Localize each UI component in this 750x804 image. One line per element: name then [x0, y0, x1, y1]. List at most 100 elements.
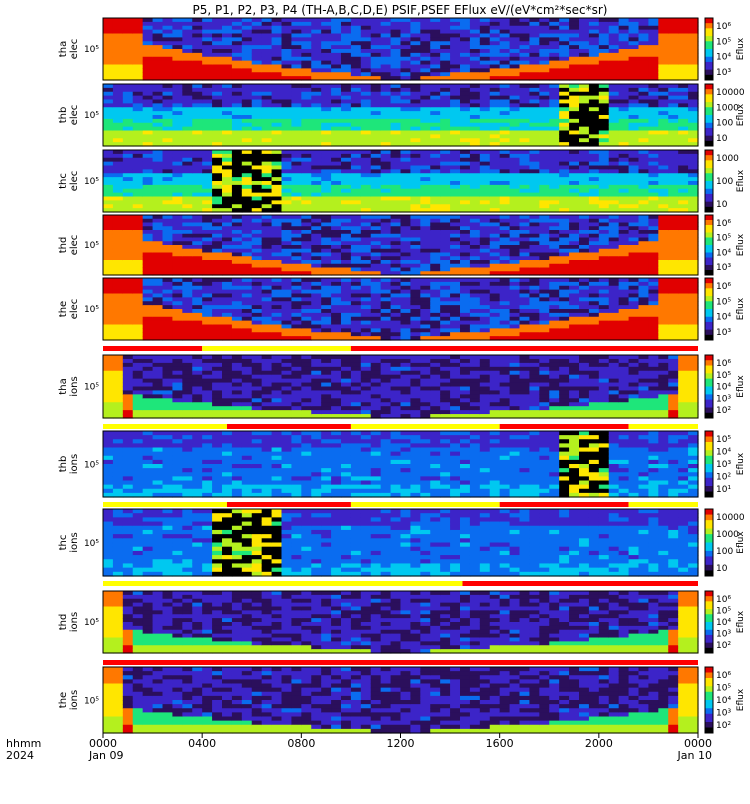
- spectrogram-cell: [380, 305, 392, 310]
- spectrogram-cell: [112, 37, 124, 42]
- spectrogram-cell: [152, 208, 164, 213]
- spectrogram-cell: [241, 192, 253, 198]
- spectrogram-cell: [460, 52, 471, 58]
- spectrogram-cell: [132, 252, 144, 257]
- spectrogram-cell: [331, 142, 342, 147]
- colorbar-segment: [705, 41, 713, 45]
- panel-frame: [102, 149, 699, 213]
- spectrogram-cell: [509, 332, 521, 337]
- spectrogram-cell: [499, 52, 511, 58]
- spectrogram-cell: [341, 33, 352, 38]
- spectrogram-cell: [469, 138, 481, 143]
- spectrogram-cell: [360, 91, 372, 97]
- spectrogram-cell: [311, 297, 322, 302]
- spectrogram-cell: [648, 241, 659, 246]
- spectrogram-cell: [311, 87, 322, 93]
- spectrogram-cell: [559, 138, 570, 143]
- spectrogram-cell: [430, 184, 441, 190]
- spectrogram-cell: [420, 169, 431, 174]
- spectrogram-cell: [331, 328, 342, 333]
- spectrogram-cell: [539, 52, 550, 58]
- spectrogram-cell: [529, 118, 540, 124]
- spectrogram-cell: [231, 87, 243, 93]
- spectrogram-cell: [678, 196, 689, 201]
- spectrogram-cell: [588, 241, 600, 246]
- spectrogram-cell: [331, 200, 342, 205]
- spectrogram-cell: [460, 56, 471, 62]
- spectrogram-cell: [380, 150, 392, 155]
- spectrogram-cell: [321, 336, 332, 341]
- spectrogram-cell: [271, 200, 283, 205]
- spectrogram-cell: [212, 222, 223, 227]
- spectrogram-cell: [579, 181, 590, 186]
- spectrogram-cell: [638, 248, 650, 254]
- spectrogram-cell: [122, 297, 134, 302]
- spectrogram-cell: [668, 230, 679, 235]
- spectrogram-cell: [430, 320, 441, 326]
- spectrogram-cell: [291, 122, 302, 128]
- spectrogram-cell: [222, 87, 233, 93]
- spectrogram-cell: [182, 99, 193, 104]
- spectrogram-cell: [410, 118, 421, 124]
- spectrogram-cell: [658, 218, 669, 224]
- spectrogram-cell: [301, 107, 312, 112]
- spectrogram-cell: [519, 37, 531, 42]
- spectrogram-cell: [440, 324, 451, 329]
- spectrogram-cell: [182, 21, 193, 27]
- spectrogram-cell: [172, 192, 183, 198]
- spectrogram-cell: [549, 29, 560, 35]
- spectrogram-cell: [668, 233, 679, 239]
- spectrogram-cell: [420, 33, 431, 38]
- spectrogram-cell: [271, 25, 283, 31]
- spectrogram-cell: [400, 328, 412, 333]
- spectrogram-cell: [281, 293, 293, 298]
- spectrogram-cell: [618, 281, 630, 287]
- spectrogram-cell: [112, 320, 124, 326]
- spectrogram-cell: [152, 60, 164, 66]
- spectrogram-cell: [281, 256, 293, 261]
- spectrogram-cell: [261, 204, 273, 209]
- spectrogram-cell: [420, 111, 431, 116]
- spectrogram-cell: [380, 260, 392, 265]
- spectrogram-cell: [222, 252, 233, 257]
- spectrogram-cell: [549, 289, 560, 295]
- spectrogram-cell: [499, 130, 511, 135]
- spectrogram-cell: [430, 134, 441, 139]
- spectrogram-cell: [251, 95, 263, 101]
- spectrogram-cell: [212, 91, 223, 97]
- colorbar-segment: [705, 309, 713, 313]
- spectrogram-cell: [311, 130, 322, 135]
- spectrogram-cell: [192, 64, 203, 69]
- spectrogram-cell: [182, 153, 193, 159]
- spectrogram-cell: [559, 324, 570, 329]
- spectrogram-cell: [152, 99, 164, 104]
- spectrogram-cell: [103, 33, 114, 38]
- spectrogram-cell: [440, 95, 451, 101]
- spectrogram-cell: [390, 99, 402, 104]
- spectrogram-cell: [261, 278, 273, 283]
- spectrogram-cell: [231, 305, 243, 310]
- spectrogram-cell: [261, 297, 273, 302]
- spectrogram-cell: [301, 165, 312, 170]
- spectrogram-cell: [628, 184, 640, 190]
- spectrogram-cell: [182, 233, 193, 239]
- spectrogram-cell: [172, 332, 183, 337]
- spectrogram-cell: [212, 184, 223, 190]
- spectrogram-cell: [231, 297, 243, 302]
- spectrogram-cell: [539, 184, 550, 190]
- spectrogram-cell: [271, 157, 283, 163]
- spectrogram-cell: [430, 332, 441, 337]
- spectrogram-cell: [618, 309, 630, 314]
- spectrogram-cell: [539, 271, 550, 276]
- spectrogram-cell: [519, 332, 531, 337]
- spectrogram-cell: [440, 134, 451, 139]
- spectrogram-cell: [222, 157, 233, 163]
- spectrogram-cell: [132, 241, 144, 246]
- spectrogram-cell: [509, 56, 521, 62]
- spectrogram-cell: [410, 271, 421, 276]
- spectrogram-cell: [132, 87, 144, 93]
- spectrogram-cell: [440, 25, 451, 31]
- spectrogram-cell: [321, 230, 332, 235]
- spectrogram-cell: [380, 184, 392, 190]
